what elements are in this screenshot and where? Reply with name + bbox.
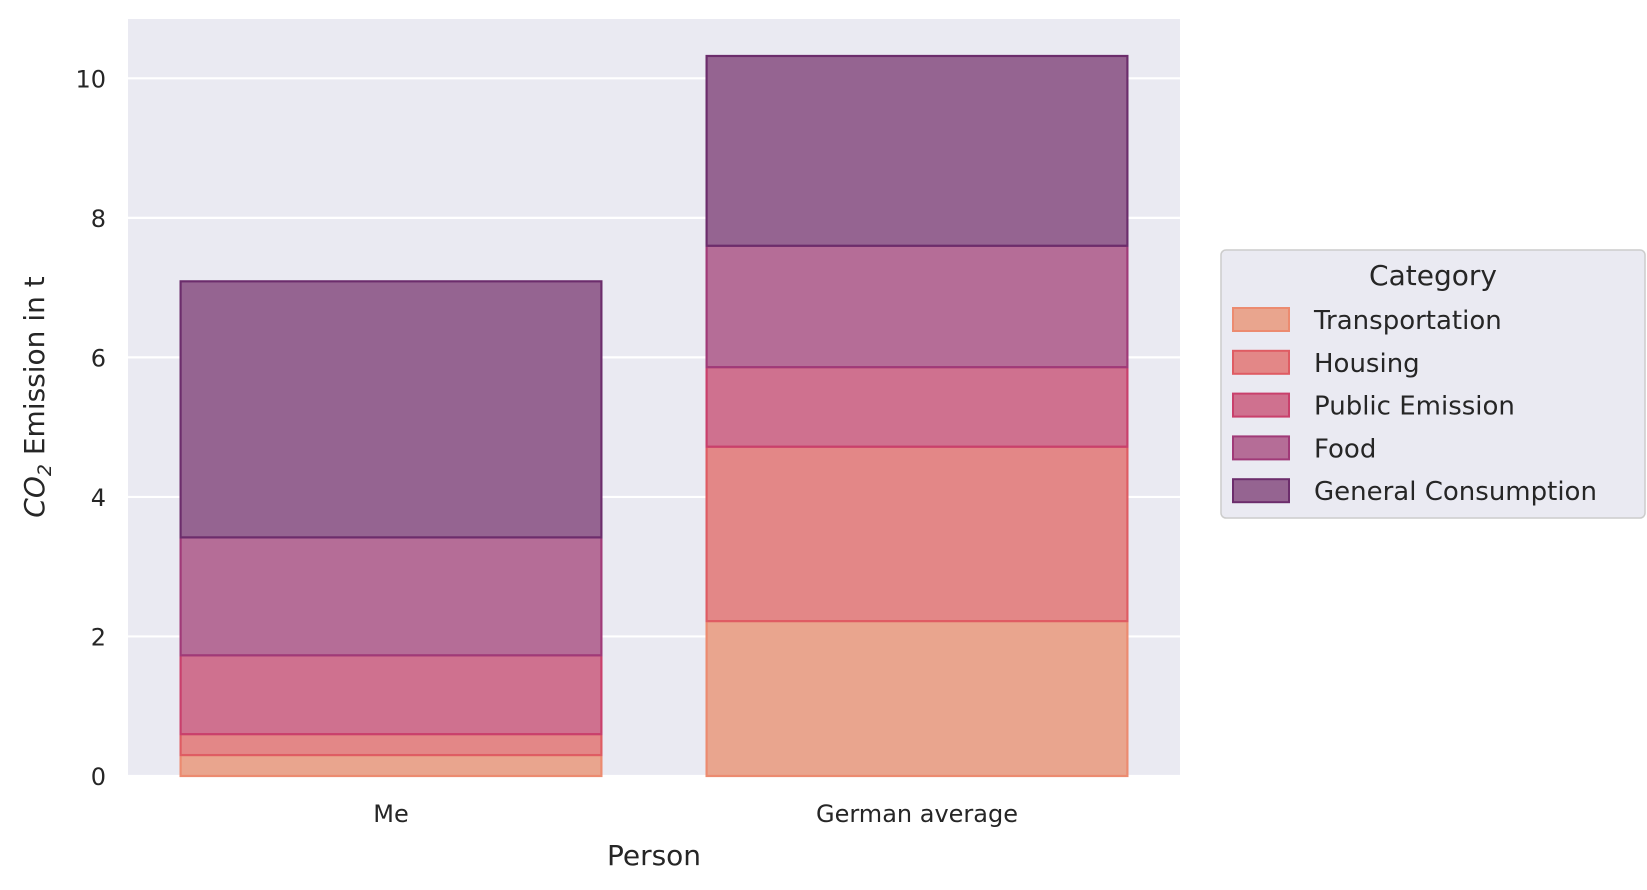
- bar-segment: [705, 620, 1129, 778]
- bar-segment: [705, 445, 1129, 623]
- y-tick-label: 6: [91, 344, 106, 372]
- y-tick-label: 10: [75, 65, 106, 93]
- legend-box: [1220, 249, 1646, 519]
- bar-segment: [179, 753, 603, 778]
- y-axis-label: CO2 Emission in t: [18, 276, 56, 517]
- bar-segment: [705, 244, 1129, 369]
- legend-label: Housing: [1314, 349, 1420, 379]
- bar-segment: [705, 366, 1129, 448]
- legend-label: Food: [1314, 434, 1376, 464]
- y-tick-label: 0: [91, 763, 106, 791]
- y-tick-label: 8: [91, 205, 106, 233]
- legend-label: Public Emission: [1314, 392, 1515, 422]
- bar-segment: [179, 536, 603, 657]
- y-axis-label-suffix: Emission in t: [18, 276, 51, 464]
- legend-swatch: [1232, 307, 1290, 332]
- legend-items: Transportation Housing Public Emission Food…: [1232, 306, 1597, 507]
- legend-label: Transportation: [1313, 306, 1502, 336]
- bar-segment: [705, 54, 1129, 247]
- legend-swatch: [1232, 435, 1290, 461]
- y-axis-label-subscript: 2: [34, 464, 56, 476]
- legend-label: General Consumption: [1314, 477, 1597, 507]
- x-axis-label: Person: [607, 839, 701, 872]
- bars: [179, 54, 1129, 778]
- bar-segment: [179, 733, 603, 757]
- y-tick-labels: 0 2 4 6 8 10: [75, 65, 106, 791]
- x-tick-label: German average: [816, 800, 1018, 828]
- y-axis-label-prefix: CO: [18, 476, 51, 518]
- bar-segment: [179, 280, 603, 539]
- legend-title: Category: [1369, 259, 1497, 292]
- legend-swatch: [1232, 392, 1290, 418]
- y-tick-label: 2: [91, 623, 106, 651]
- y-tick-label: 4: [91, 484, 106, 512]
- legend-swatch: [1232, 349, 1290, 375]
- x-tick-label: Me: [373, 800, 408, 828]
- x-tick-labels: Me German average: [373, 800, 1018, 828]
- legend-swatch: [1232, 478, 1290, 504]
- legend: Category Transportation Housing Public Emi…: [1220, 249, 1646, 519]
- bar-segment: [179, 654, 603, 736]
